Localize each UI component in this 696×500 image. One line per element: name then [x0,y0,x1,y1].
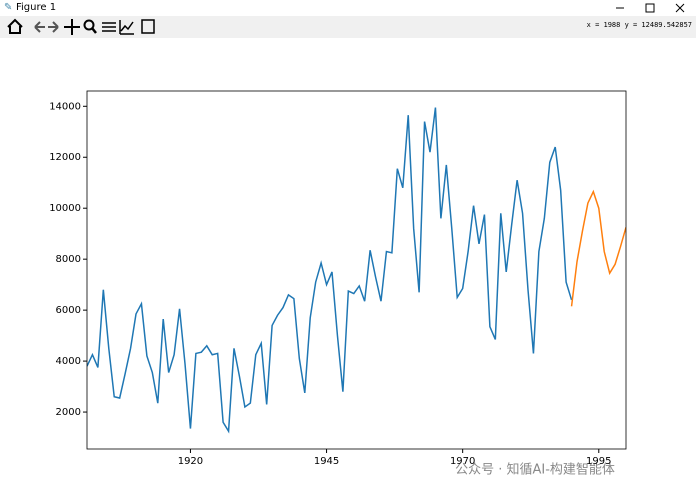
watermark: 公众号 · 知循AI-构建智能体 [455,462,615,478]
close[interactable] [675,3,685,13]
x-tick-label: 1920 [178,456,203,467]
figure-canvas: 公众号 · 知循AI-构建智能体 2000 4000 6000 8000 10000 12… [0,38,696,500]
y-tick-label: 8000 [56,254,81,265]
window-controls [616,3,685,13]
x-tick-label: 1945 [314,456,339,467]
title-bar: ✎ Figure 1 [0,0,696,16]
toolbar: x = 1988 y = 12489.542857 [0,16,696,39]
configure-button[interactable] [102,22,116,32]
pan-button[interactable] [64,19,80,35]
window-title: Figure 1 [16,2,57,13]
y-tick-label: 14000 [49,101,81,112]
series-line [570,189,626,307]
coordinates: x = 1988 y = 12489.542857 [586,21,692,29]
back-button[interactable] [34,21,45,33]
x-tick-label: 1970 [450,456,475,467]
axes-frame [86,90,627,450]
edit-axes-button[interactable] [119,20,134,35]
series-line [87,107,573,434]
app-icon: ✎ [4,2,13,13]
zoom-handle [91,27,97,34]
save-button[interactable] [141,19,155,34]
home-button[interactable] [7,18,23,34]
forward-button[interactable] [48,21,59,33]
maximize[interactable] [645,3,655,13]
toolbar-icons [7,18,155,35]
y-tick-label: 12000 [49,152,81,163]
zoom-button[interactable] [83,19,95,31]
y-tick-label: 10000 [49,203,81,214]
y-tick-label: 6000 [56,305,81,316]
y-tick-label: 4000 [56,356,81,367]
x-tick-label: 1995 [586,456,611,467]
y-tick-label: 2000 [56,407,81,418]
